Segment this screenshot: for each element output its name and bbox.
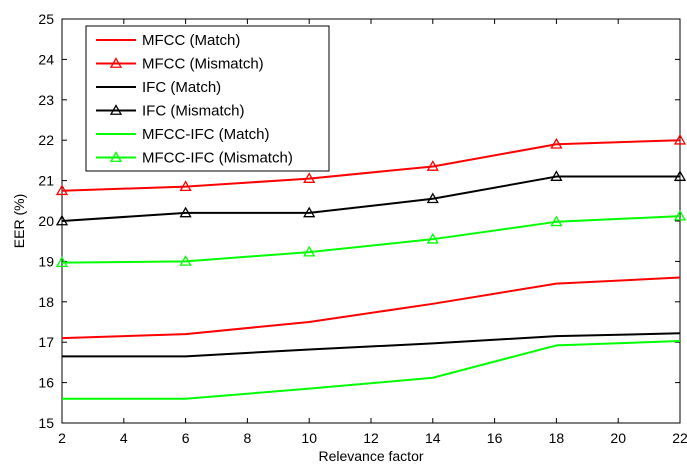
legend-box [85,25,330,172]
legend-item: IFC (Match) [96,79,221,96]
series-layer [55,133,687,400]
data-point-marker [673,170,687,181]
legend-label: MFCC-IFC (Match) [142,126,270,143]
x-tick-label: 14 [425,430,441,446]
x-tick-label: 12 [363,430,379,446]
x-tick-label: 22 [672,430,687,446]
legend-item: MFCC (Match) [96,32,240,49]
y-axis-label-group: EER (%) [11,194,27,248]
series-line [61,175,680,222]
legend-item: MFCC-IFC (Mismatch) [96,150,293,167]
y-tick-label: 17 [38,334,54,350]
series-0 [61,276,681,340]
data-point-marker [550,170,563,181]
x-tick-label: 10 [301,430,317,446]
x-tick-label: 2 [58,430,66,446]
legend-label: MFCC (Match) [142,32,240,49]
legend-marker-swatch [109,57,123,68]
series-line [61,139,681,192]
legend-label: IFC (Mismatch) [142,103,245,120]
data-point-marker [55,214,69,226]
legend-label: IFC (Match) [142,79,221,96]
data-point-marker [673,133,687,145]
legend-marker-swatch [109,151,123,162]
series-line [61,215,681,264]
legend-item: IFC (Mismatch) [96,103,245,120]
series-4 [62,339,681,400]
y-tick-label: 23 [38,92,54,108]
x-tick-label: 4 [120,430,128,446]
series-5 [55,209,687,268]
data-point-marker [303,245,316,257]
x-axis-label: Relevance factor [318,448,423,464]
y-tick-label: 19 [38,253,54,269]
data-point-marker [179,206,192,218]
data-point-marker [55,256,69,268]
data-point-marker [673,209,687,221]
data-point-marker [426,232,439,244]
legend-marker-swatch [109,104,123,115]
x-tick-label: 16 [487,430,503,446]
series-line [61,276,681,340]
x-tick-label: 20 [610,430,626,446]
y-tick-label: 15 [38,415,54,431]
legend-item: MFCC (Mismatch) [96,56,264,73]
series-line [62,332,681,358]
data-point-marker [550,215,563,227]
data-point-marker [303,206,316,218]
series-1 [55,133,687,196]
data-point-marker [303,172,316,183]
y-tick-label: 21 [38,173,54,189]
legend-item: MFCC-IFC (Match) [96,126,270,143]
y-axis-label: EER (%) [11,194,27,248]
y-tick-label: 22 [38,132,54,148]
y-tick-label: 16 [38,375,54,391]
legend: MFCC (Match) MFCC (Mismatch) IFC (Match) IF… [85,25,330,172]
data-point-marker [426,192,439,204]
y-tick-label: 18 [38,294,54,310]
series-line [62,339,681,400]
y-tick-label: 25 [38,11,54,27]
x-tick-label: 6 [182,430,190,446]
y-tick-label: 24 [38,51,54,67]
y-tick-label: 20 [38,213,54,229]
x-tick-label: 8 [244,430,252,446]
legend-label: MFCC-IFC (Mismatch) [142,150,293,167]
data-point-marker [550,137,563,149]
data-point-marker [55,184,69,196]
legend-label: MFCC (Mismatch) [142,56,264,73]
series-2 [62,332,681,358]
x-tick-label: 18 [549,430,565,446]
data-point-marker [426,160,439,171]
series-3 [55,170,687,226]
data-point-marker [179,255,192,266]
data-point-marker [179,180,192,192]
